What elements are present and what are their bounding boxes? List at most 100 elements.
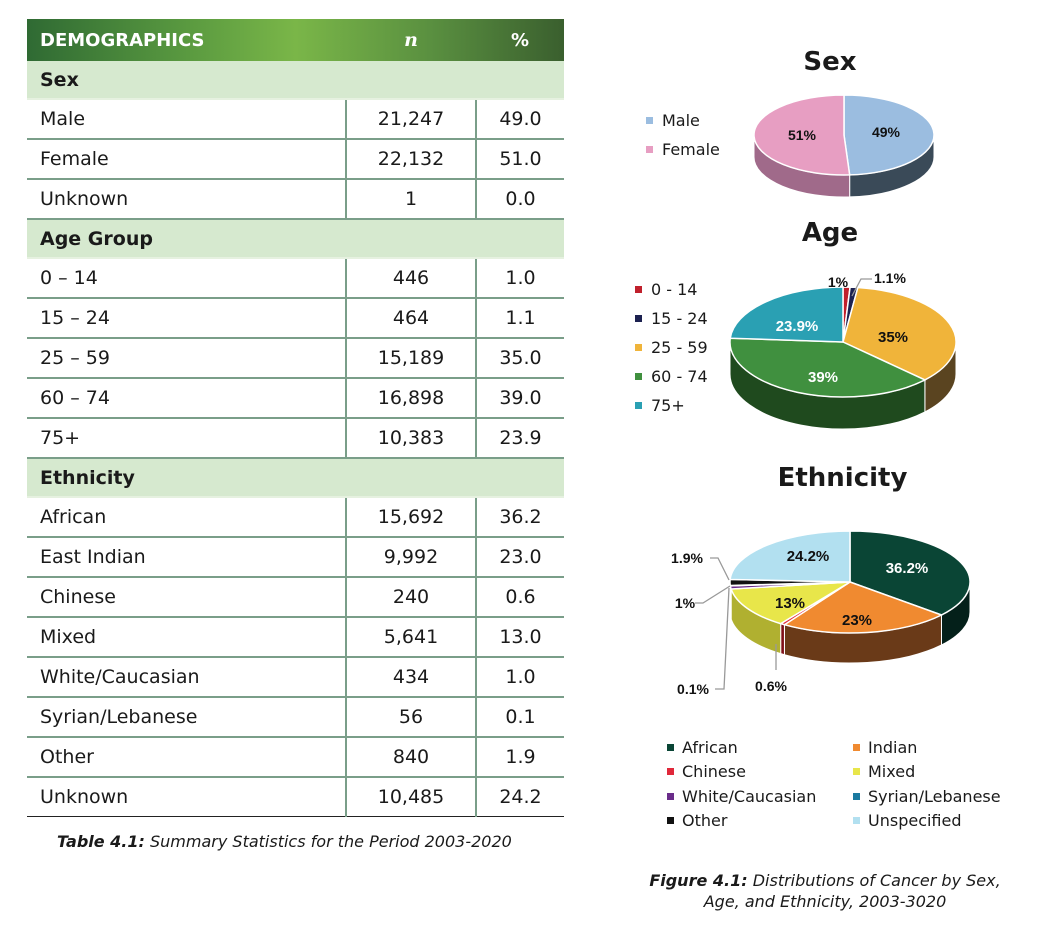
data-label: 1%: [675, 595, 696, 611]
table-row: 75+ 10,383 23.9: [27, 418, 564, 459]
row-label: White/Caucasian: [27, 657, 347, 698]
legend-swatch: [667, 792, 674, 800]
section-header-row: Age Group: [27, 219, 564, 259]
legend-label: 75+: [651, 396, 685, 415]
header-pct: %: [510, 29, 530, 51]
legend-label: Syrian/Lebanese: [868, 786, 1001, 806]
pie-slice-male: [843, 94, 935, 176]
table-caption-text: Summary Statistics for the Period 2003-2…: [144, 832, 512, 851]
row-percent: 0.1: [476, 697, 564, 738]
row-count: 56: [346, 697, 477, 738]
table-row: 25 – 59 15,189 35.0: [27, 338, 564, 379]
legend-item: Unspecified: [853, 810, 1013, 833]
legend-item: Female: [646, 135, 720, 164]
legend-label: Male: [662, 111, 700, 130]
legend-label: Chinese: [682, 762, 746, 782]
pie-slice-mixed: [730, 581, 851, 625]
row-label: Female: [27, 139, 347, 180]
header-n: n: [404, 29, 418, 51]
table-row: Syrian/Lebanese 56 0.1: [27, 697, 564, 738]
pie-side-2: [780, 622, 785, 656]
row-label: 25 – 59: [27, 338, 347, 379]
row-label: African: [27, 497, 347, 538]
table-row: Mixed 5,641 13.0: [27, 617, 564, 658]
legend-swatch: [853, 792, 860, 800]
figure-caption: Figure 4.1: Distributions of Cancer by S…: [640, 870, 1010, 912]
row-count: 15,189: [346, 338, 477, 379]
row-count: 840: [346, 737, 477, 778]
row-percent: 1.0: [476, 657, 564, 698]
legend-label: African: [682, 737, 738, 757]
row-count: 9,992: [346, 537, 477, 578]
leader-line: [851, 278, 872, 297]
legend-item: 25 - 59: [635, 333, 708, 362]
table-row: 60 – 74 16,898 39.0: [27, 378, 564, 419]
table-row: Chinese 240 0.6: [27, 577, 564, 618]
legend-item: 15 - 24: [635, 304, 708, 333]
legend-swatch: [635, 286, 642, 293]
row-label: Other: [27, 737, 347, 778]
legend-swatch: [667, 768, 674, 776]
legend-item: 75+: [635, 391, 708, 420]
section-title: Ethnicity: [27, 458, 564, 498]
legend-label: 60 - 74: [651, 367, 708, 386]
row-label: Mixed: [27, 617, 347, 658]
row-label: East Indian: [27, 537, 347, 578]
age-chart-legend: 0 - 14 15 - 24 25 - 59 60 - 74 75+: [635, 275, 708, 420]
legend-item: African: [667, 736, 853, 759]
table-row: African 15,692 36.2: [27, 497, 564, 538]
legend-label: 25 - 59: [651, 338, 708, 357]
table-caption-label: Table 4.1:: [57, 832, 145, 851]
data-label: 0.1%: [677, 681, 709, 697]
table-row: Other 840 1.9: [27, 737, 564, 778]
sex-chart-legend: Male Female: [646, 106, 720, 164]
data-label: 23.9%: [776, 318, 819, 335]
row-label: Chinese: [27, 577, 347, 618]
legend-item: Other: [667, 810, 853, 833]
row-label: Unknown: [27, 777, 347, 817]
data-label: 1.1%: [874, 270, 906, 286]
table-row: White/Caucasian 434 1.0: [27, 657, 564, 698]
pie-slice-unspecified: [729, 530, 851, 583]
data-label: 23%: [842, 612, 872, 629]
leader-line: [710, 557, 730, 581]
legend-item: Syrian/Lebanese: [853, 785, 1013, 808]
table-row: 15 – 24 464 1.1: [27, 298, 564, 339]
legend-item: Male: [646, 106, 720, 135]
legend-item: Indian: [853, 736, 1013, 759]
row-percent: 1.0: [476, 258, 564, 299]
section-title: Sex: [27, 61, 564, 100]
row-percent: 39.0: [476, 378, 564, 419]
row-label: Unknown: [27, 179, 347, 220]
row-count: 21,247: [346, 99, 477, 140]
legend-swatch: [635, 315, 642, 322]
data-label: 35%: [878, 329, 908, 346]
table-row: East Indian 9,992 23.0: [27, 537, 564, 578]
row-percent: 35.0: [476, 338, 564, 379]
leader-line: [695, 585, 731, 604]
row-count: 22,132: [346, 139, 477, 180]
table-row: Female 22,132 51.0: [27, 139, 564, 180]
data-label: 0.6%: [755, 678, 787, 694]
legend-item: 0 - 14: [635, 275, 708, 304]
data-label: 13%: [775, 595, 805, 612]
legend-item: Mixed: [853, 761, 1013, 784]
legend-label: Other: [682, 811, 728, 831]
pie-slice-75-: [729, 286, 844, 343]
legend-label: Unspecified: [868, 811, 962, 831]
row-label: Syrian/Lebanese: [27, 697, 347, 738]
figure-caption-label: Figure 4.1:: [649, 871, 748, 890]
row-label: Male: [27, 99, 347, 140]
row-count: 16,898: [346, 378, 477, 419]
data-label: 39%: [808, 369, 838, 386]
section-title: Age Group: [27, 219, 564, 259]
row-label: 15 – 24: [27, 298, 347, 339]
row-percent: 23.0: [476, 537, 564, 578]
row-count: 446: [346, 258, 477, 299]
legend-swatch: [646, 117, 653, 124]
legend-swatch: [646, 146, 653, 153]
row-count: 240: [346, 577, 477, 618]
legend-swatch: [635, 373, 642, 380]
data-label: 51%: [788, 127, 817, 143]
legend-swatch: [667, 743, 674, 751]
